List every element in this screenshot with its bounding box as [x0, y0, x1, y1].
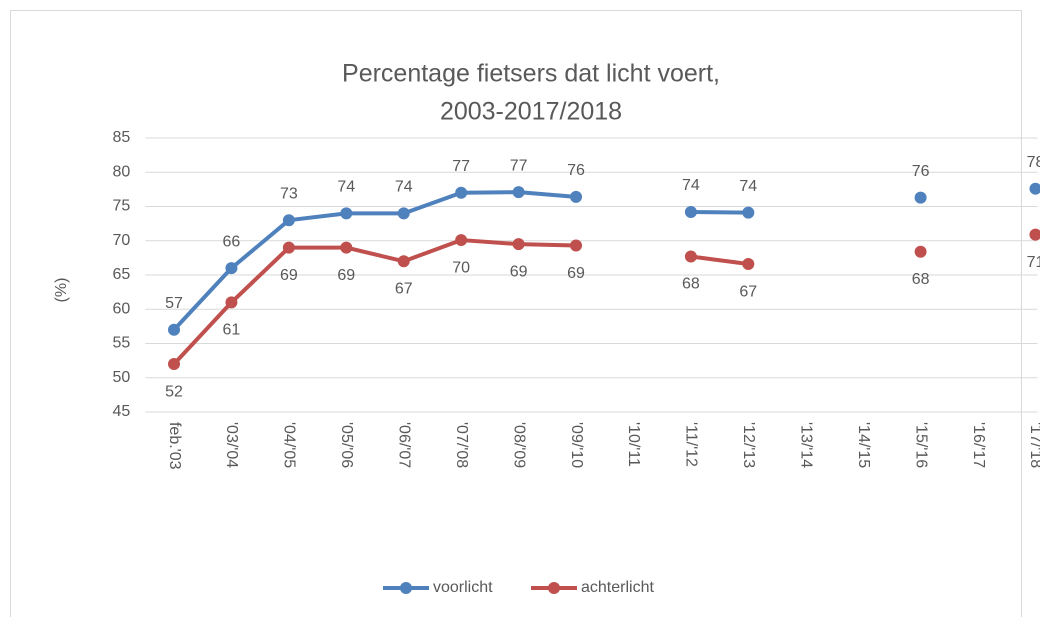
data-label: 71: [1027, 254, 1040, 271]
data-label: 68: [682, 276, 700, 293]
y-tick-label: 75: [113, 198, 131, 215]
data-point: [340, 207, 353, 220]
x-tick-label: '07/'08: [453, 422, 470, 468]
data-label: 74: [337, 179, 355, 196]
data-point: [455, 234, 468, 247]
data-label: 74: [739, 178, 757, 195]
data-point: [570, 239, 583, 252]
data-label: 69: [280, 267, 298, 284]
x-tick-label: '08/'09: [510, 422, 527, 468]
data-point: [282, 241, 295, 254]
data-point: [168, 358, 181, 371]
data-label: 70: [452, 259, 470, 276]
data-label: 69: [337, 267, 355, 284]
data-label: 77: [452, 158, 470, 175]
chart-title: Percentage fietsers dat licht voert,: [342, 60, 720, 88]
legend-label: voorlicht: [433, 579, 493, 596]
data-label: 69: [510, 263, 528, 280]
data-point: [914, 191, 927, 204]
y-tick-label: 65: [113, 266, 131, 283]
data-label: 61: [223, 322, 241, 339]
chart-title: 2003-2017/2018: [440, 98, 622, 126]
data-label: 52: [165, 383, 183, 400]
data-point: [455, 186, 468, 199]
y-tick-label: 80: [113, 163, 131, 180]
data-label: 78: [1027, 154, 1040, 171]
chart-frame: [10, 10, 1022, 617]
data-point: [340, 241, 353, 254]
data-point: [225, 296, 238, 309]
y-tick-label: 50: [113, 369, 131, 386]
x-tick-label: '12/'13: [740, 422, 757, 468]
data-label: 67: [739, 283, 757, 300]
data-point: [512, 186, 525, 199]
x-tick-label: '13/'14: [798, 422, 815, 468]
data-point: [914, 245, 927, 258]
data-label: 77: [510, 157, 528, 174]
legend-label: achterlicht: [581, 579, 654, 596]
x-tick-label: '09/'10: [568, 422, 585, 468]
data-point: [168, 323, 181, 336]
x-tick-label: '06/'07: [396, 422, 413, 468]
y-tick-label: 60: [113, 300, 131, 317]
data-label: 73: [280, 185, 298, 202]
data-label: 74: [395, 179, 413, 196]
legend-swatch: [400, 582, 412, 594]
data-point: [742, 206, 755, 219]
x-tick-label: '16/'17: [970, 422, 987, 468]
x-tick-label: '14/'15: [855, 422, 872, 468]
data-point: [225, 262, 238, 275]
data-point: [512, 238, 525, 251]
data-label: 68: [912, 271, 930, 288]
data-point: [684, 205, 697, 218]
data-point: [397, 207, 410, 220]
x-tick-label: '03/'04: [223, 422, 240, 468]
data-point: [570, 190, 583, 203]
data-label: 57: [165, 295, 183, 312]
data-point: [282, 214, 295, 227]
x-tick-label: feb.'03: [166, 422, 183, 470]
data-label: 69: [567, 265, 585, 282]
data-point: [742, 258, 755, 271]
data-point: [1029, 182, 1040, 195]
data-point: [684, 250, 697, 263]
x-tick-label: '15/'16: [912, 422, 929, 468]
x-tick-label: '05/'06: [338, 422, 355, 468]
legend-swatch: [548, 582, 560, 594]
data-point: [1029, 228, 1040, 241]
y-tick-label: 70: [113, 232, 131, 249]
data-label: 76: [912, 163, 930, 180]
y-tick-label: 45: [113, 403, 131, 420]
data-label: 74: [682, 177, 700, 194]
data-point: [397, 255, 410, 268]
x-tick-label: '10/'11: [625, 422, 642, 467]
x-tick-label: '04/'05: [281, 422, 298, 468]
data-label: 66: [223, 233, 241, 250]
y-axis-label: (%): [53, 278, 70, 303]
x-tick-label: '11/'12: [683, 422, 700, 467]
y-tick-label: 85: [113, 129, 131, 146]
data-label: 67: [395, 281, 413, 298]
y-tick-label: 55: [113, 335, 131, 352]
data-label: 76: [567, 162, 585, 179]
x-tick-label: '17/'18: [1027, 422, 1040, 468]
